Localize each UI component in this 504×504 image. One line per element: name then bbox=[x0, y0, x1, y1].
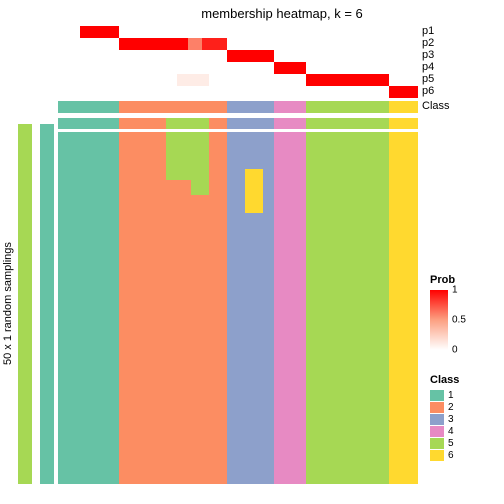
row-label-class: Class bbox=[422, 100, 450, 112]
prob-cell bbox=[227, 50, 274, 62]
prob-cell bbox=[306, 74, 389, 86]
row-label-p2: p2 bbox=[422, 37, 434, 49]
class-legend-item: 5 bbox=[430, 438, 500, 449]
heatmap-block bbox=[245, 213, 263, 484]
row-label-p3: p3 bbox=[422, 49, 434, 61]
heatmap-column bbox=[389, 118, 418, 484]
prob-tick: 0 bbox=[452, 345, 458, 356]
heatmap-block bbox=[191, 195, 209, 484]
prob-tick: 1 bbox=[452, 285, 458, 296]
prob-row-p5 bbox=[58, 74, 418, 86]
class-swatch bbox=[430, 402, 444, 413]
class-swatch bbox=[430, 438, 444, 449]
prob-cell bbox=[389, 86, 418, 98]
heatmap-block bbox=[227, 118, 245, 484]
prob-row-p4 bbox=[58, 62, 418, 74]
class-annotation-row bbox=[58, 101, 418, 113]
heatmap-column bbox=[263, 118, 274, 484]
heatmap-block bbox=[274, 118, 306, 484]
class-swatch bbox=[430, 450, 444, 461]
class-label: 1 bbox=[448, 390, 454, 401]
heatmap-body bbox=[58, 118, 418, 484]
class-cell bbox=[274, 101, 306, 113]
class-swatch bbox=[430, 390, 444, 401]
left-annotation-bar-1 bbox=[18, 124, 32, 484]
row-label-p6: p6 bbox=[422, 85, 434, 97]
prob-cell bbox=[274, 62, 306, 74]
heatmap-column bbox=[80, 118, 120, 484]
plot-area: 50 x 1 random samplings top 1000 rows p1… bbox=[0, 24, 504, 500]
row-label-p1: p1 bbox=[422, 25, 434, 37]
heatmap-block bbox=[80, 118, 120, 484]
heatmap-block bbox=[245, 169, 263, 213]
heatmap-column bbox=[209, 118, 227, 484]
prob-cell bbox=[177, 74, 209, 86]
heatmap-block bbox=[119, 118, 166, 484]
class-legend-item: 6 bbox=[430, 450, 500, 461]
class-label: 4 bbox=[448, 426, 454, 437]
heatmap-block bbox=[245, 118, 263, 169]
class-legend-title: Class bbox=[430, 374, 500, 386]
main-grid bbox=[58, 24, 418, 500]
class-cell bbox=[119, 101, 227, 113]
class-cell bbox=[306, 101, 389, 113]
heatmap-column bbox=[306, 118, 389, 484]
prob-tick: 0.5 bbox=[452, 315, 466, 326]
class-legend-item: 4 bbox=[430, 426, 500, 437]
class-legend: Class 123456 bbox=[430, 374, 500, 462]
row-label-p4: p4 bbox=[422, 61, 434, 73]
class-cell bbox=[80, 101, 120, 113]
heatmap-column bbox=[166, 118, 191, 484]
class-swatch bbox=[430, 414, 444, 425]
heatmap-column bbox=[227, 118, 245, 484]
heatmap-block bbox=[389, 118, 418, 484]
class-cell bbox=[58, 101, 80, 113]
prob-legend-bar: 10.50 bbox=[430, 290, 448, 350]
heatmap-block bbox=[209, 118, 227, 484]
class-legend-item: 3 bbox=[430, 414, 500, 425]
class-swatch bbox=[430, 426, 444, 437]
class-label: 5 bbox=[448, 438, 454, 449]
heatmap-column bbox=[245, 118, 263, 484]
heatmap-column bbox=[58, 118, 80, 484]
prob-row-p2 bbox=[58, 38, 418, 50]
row-label-p5: p5 bbox=[422, 73, 434, 85]
class-legend-item: 2 bbox=[430, 402, 500, 413]
prob-cell bbox=[188, 38, 202, 50]
prob-legend-title: Prob bbox=[430, 274, 500, 286]
class-legend-items: 123456 bbox=[430, 390, 500, 461]
class-label: 6 bbox=[448, 450, 454, 461]
heatmap-column bbox=[191, 118, 209, 484]
heatmap-column bbox=[274, 118, 306, 484]
prob-cell bbox=[80, 26, 120, 38]
class-cell bbox=[389, 101, 418, 113]
heatmap-divider bbox=[58, 129, 418, 132]
left-annotation-bar-2 bbox=[40, 124, 54, 484]
prob-row-p6 bbox=[58, 86, 418, 98]
heatmap-block bbox=[263, 118, 274, 484]
class-label: 2 bbox=[448, 402, 454, 413]
heatmap-block bbox=[58, 118, 80, 484]
left-axis-labels: 50 x 1 random samplings top 1000 rows bbox=[0, 24, 58, 500]
class-label: 3 bbox=[448, 414, 454, 425]
heatmap-block bbox=[306, 118, 389, 484]
class-cell bbox=[227, 101, 274, 113]
prob-legend: Prob 10.50 bbox=[430, 274, 500, 350]
heatmap-column bbox=[119, 118, 166, 484]
prob-cell bbox=[202, 38, 227, 50]
prob-legend-gradient bbox=[430, 290, 448, 350]
left-label-outer: 50 x 1 random samplings bbox=[2, 174, 14, 434]
class-legend-item: 1 bbox=[430, 390, 500, 401]
heatmap-block bbox=[166, 118, 191, 180]
prob-cell bbox=[119, 38, 187, 50]
heatmap-block bbox=[166, 180, 191, 484]
prob-row-p1 bbox=[58, 26, 418, 38]
chart-title: membership heatmap, k = 6 bbox=[0, 0, 504, 21]
prob-row-p3 bbox=[58, 50, 418, 62]
